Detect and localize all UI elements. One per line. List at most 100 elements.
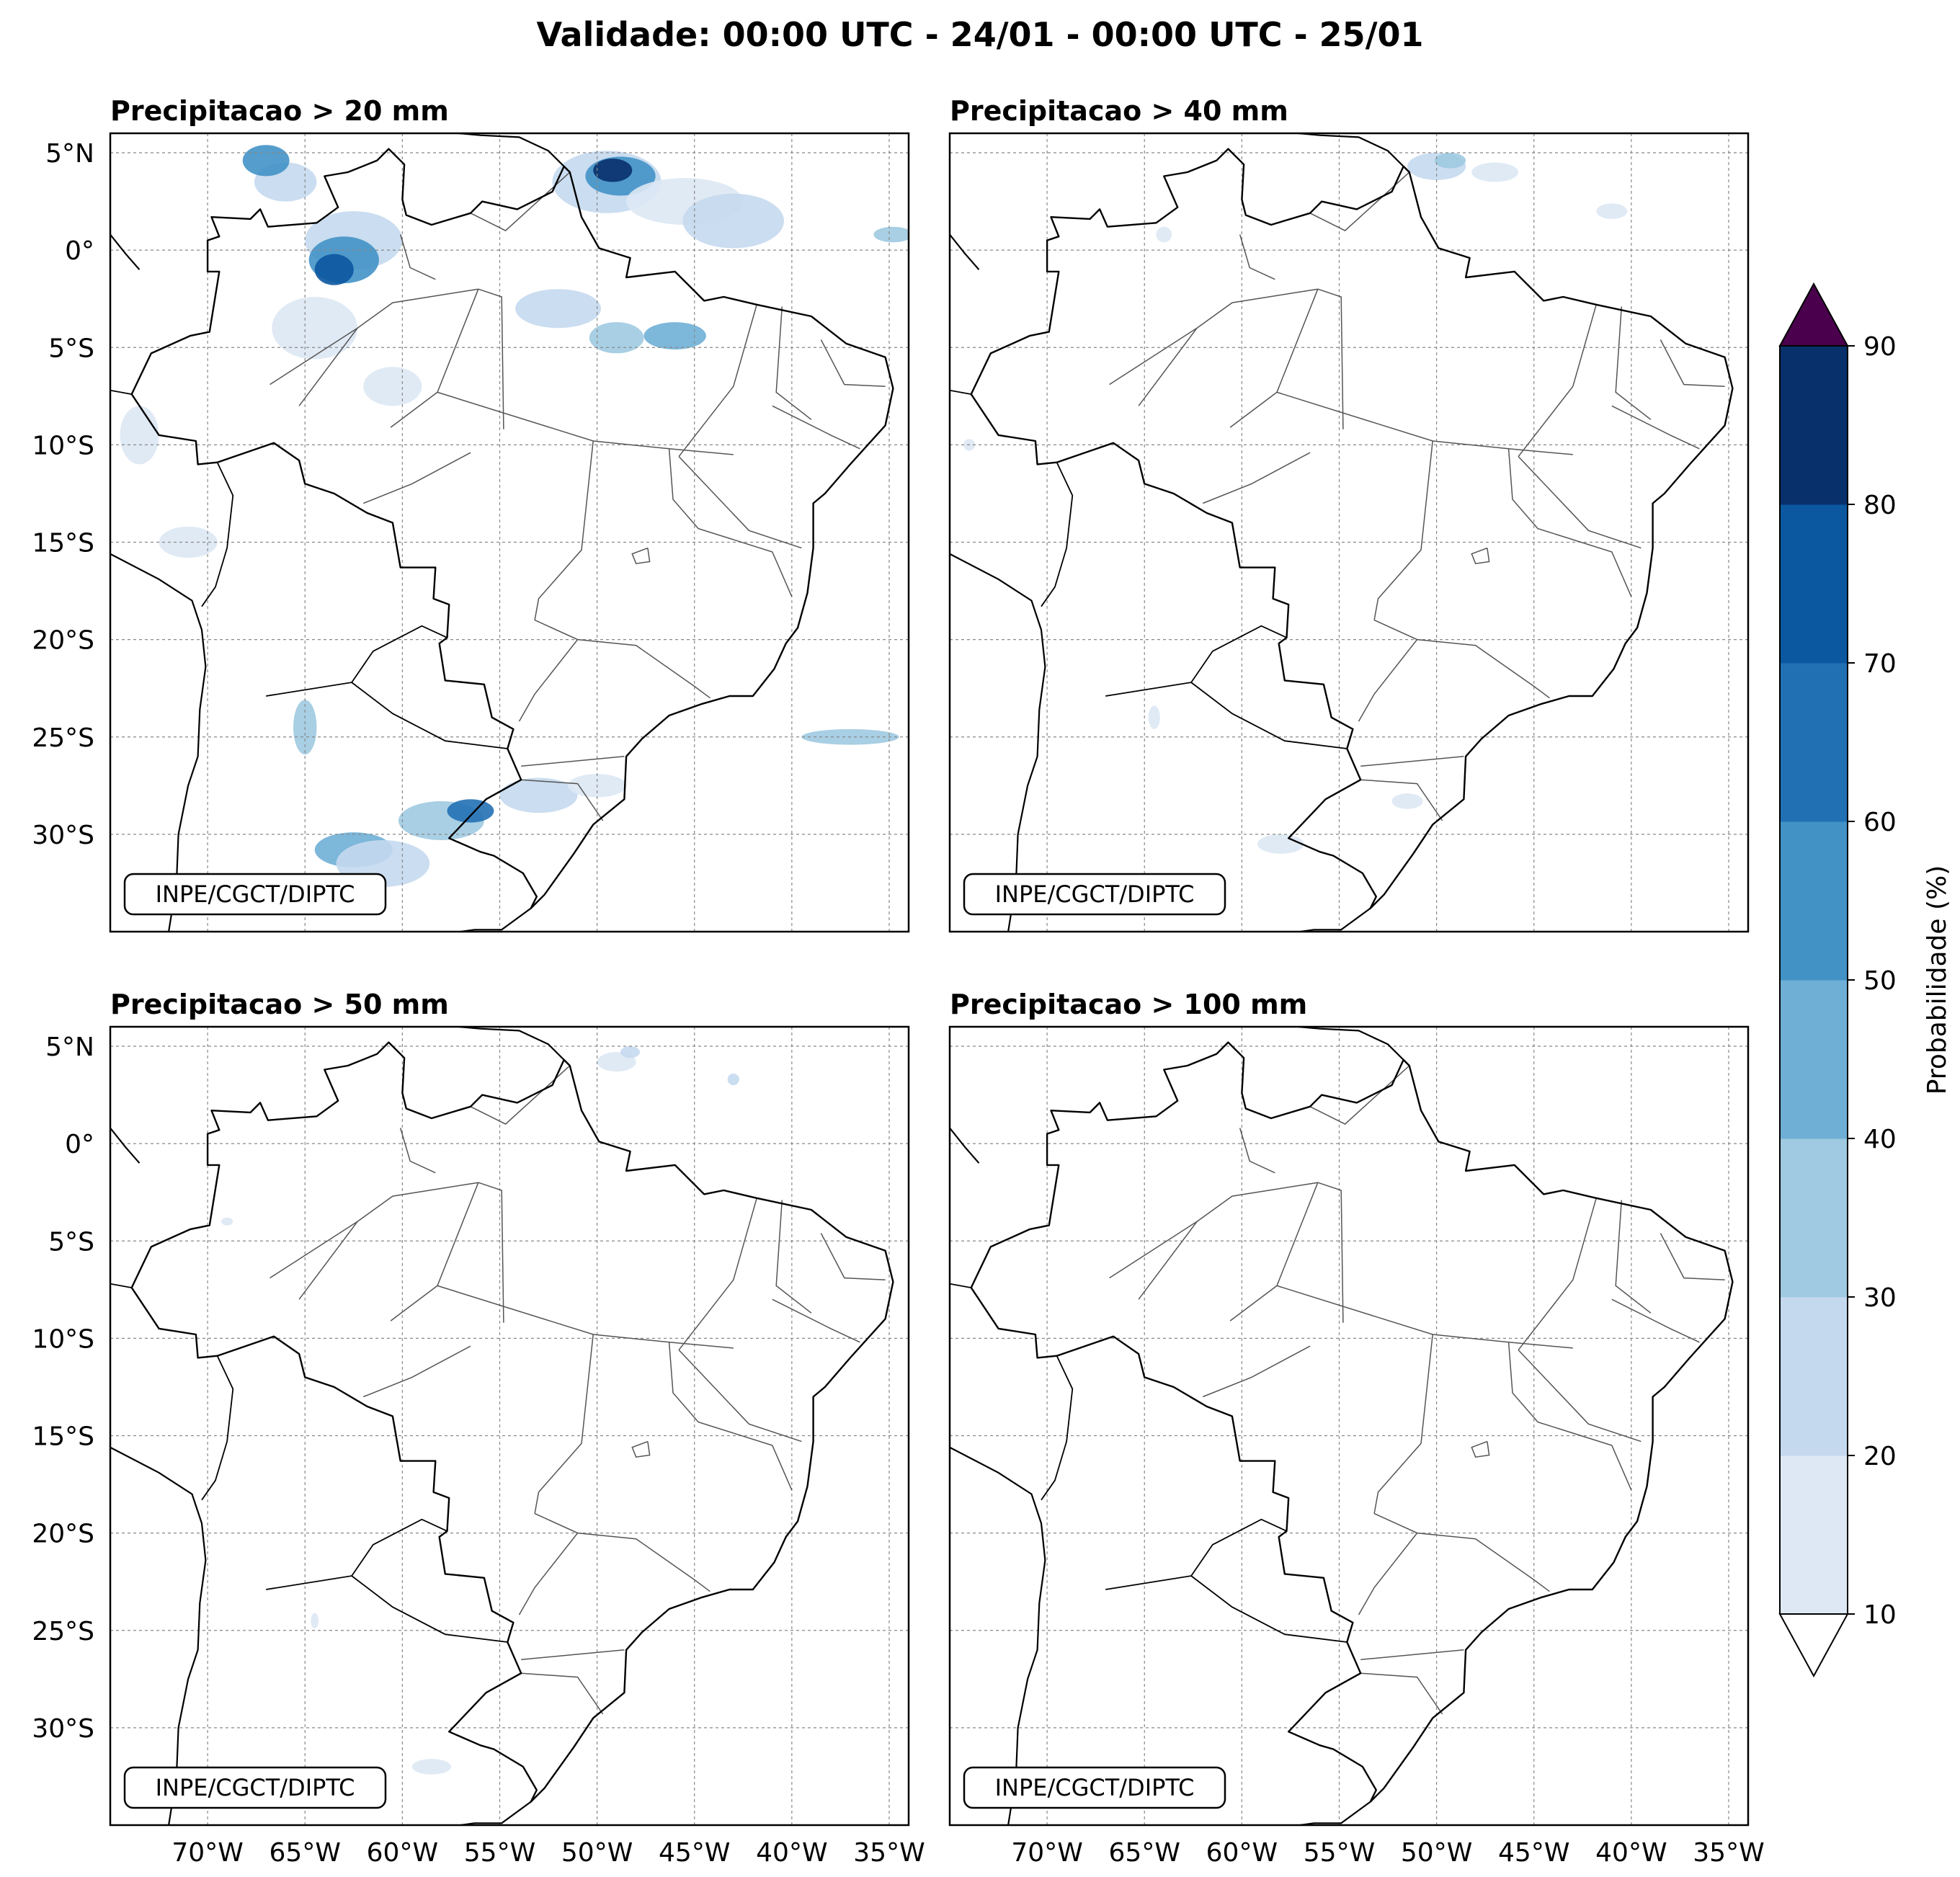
credit-box: INPE/CGCT/DIPTC — [963, 873, 1226, 916]
country-border — [110, 1283, 132, 1288]
gridlines — [110, 133, 909, 932]
map-panel-4: Precipitacao > 100 mm INPE/CGCT/DIPTC 70°W… — [948, 989, 1765, 1868]
colorbar-tick-label: 70 — [1863, 649, 1897, 679]
state-border — [470, 171, 571, 232]
probability-blob — [1391, 793, 1423, 809]
country-border — [351, 1575, 508, 1643]
panel-title: Precipitacao > 100 mm — [950, 989, 1307, 1020]
state-border — [1660, 339, 1725, 388]
country-border — [110, 389, 132, 395]
gridlines — [950, 1027, 1748, 1825]
country-border — [950, 389, 971, 395]
state-border — [1507, 448, 1632, 597]
lat-tick-label: 5°S — [48, 1227, 94, 1257]
lat-tick-label: 0° — [65, 236, 94, 266]
panel-title: Precipitacao > 20 mm — [110, 95, 449, 127]
lon-tick-label: 55°W — [464, 1838, 535, 1868]
probability-blob — [363, 367, 422, 406]
state-border — [1507, 1342, 1632, 1491]
state-border — [437, 1285, 734, 1349]
lat-tick-label: 15°S — [32, 1422, 94, 1452]
coastline — [950, 1446, 1046, 1825]
state-border — [1615, 306, 1652, 420]
state-border — [298, 327, 358, 406]
lon-tick-label: 60°W — [367, 1838, 438, 1868]
state-border — [1309, 1065, 1410, 1125]
credit-label: INPE/CGCT/DIPTC — [995, 880, 1195, 908]
state-border — [399, 1128, 436, 1174]
coastline — [950, 233, 980, 270]
credit-label: INPE/CGCT/DIPTC — [156, 1774, 355, 1801]
probability-field — [120, 145, 909, 887]
coastline — [1300, 907, 1371, 932]
probability-blob — [1471, 162, 1519, 182]
coastline — [1300, 1801, 1371, 1825]
state-border — [1611, 1298, 1700, 1343]
state-border — [772, 1298, 860, 1343]
state-border — [521, 1672, 604, 1715]
colorbar-tick-label: 40 — [1863, 1125, 1897, 1154]
state-border — [1360, 756, 1464, 767]
state-border — [678, 1198, 757, 1351]
probability-blob — [221, 1217, 233, 1226]
colorbar-segment — [1780, 821, 1848, 981]
colorbar-segment — [1780, 504, 1848, 664]
lat-tick-label: 30°S — [32, 1714, 94, 1744]
probability-blob — [1156, 226, 1172, 243]
country-border — [1041, 462, 1074, 607]
probability-blob — [120, 406, 159, 465]
state-border — [1360, 1672, 1443, 1715]
map-outlines — [950, 133, 1734, 932]
country-border — [1105, 625, 1287, 697]
map-panel-1: Precipitacao > 20 mm INPE/CGCT/DIPTC 5°N 0°… — [32, 95, 910, 933]
probability-blob — [272, 297, 358, 360]
state-border — [534, 1512, 710, 1592]
state-border — [668, 1342, 793, 1491]
state-border — [1518, 456, 1642, 549]
brazil-outline — [970, 1041, 1734, 1803]
probability-blob — [873, 226, 909, 243]
state-border — [478, 288, 504, 429]
coastline — [460, 907, 532, 932]
coastline — [1298, 133, 1410, 173]
probability-blob — [1257, 834, 1304, 854]
probability-blob — [593, 159, 633, 182]
colorbar-segment — [1780, 980, 1848, 1139]
lat-tick-label: 5°N — [45, 139, 94, 169]
state-border — [1138, 1221, 1198, 1300]
probability-blob — [515, 289, 602, 329]
gridlines — [110, 1027, 909, 1825]
state-border — [390, 288, 479, 428]
coastline — [460, 1801, 532, 1825]
map-outlines — [110, 133, 894, 932]
coastline — [458, 133, 571, 173]
state-border — [1373, 619, 1550, 699]
map-panel-2: Precipitacao > 40 mm INPE/CGCT/DIPTC — [948, 95, 1750, 933]
panel-title: Precipitacao > 40 mm — [950, 95, 1288, 127]
lon-tick-label: 55°W — [1304, 1838, 1375, 1868]
country-border — [201, 462, 234, 607]
state-border — [399, 234, 436, 280]
state-border — [1109, 1182, 1318, 1279]
state-border — [437, 391, 734, 455]
map-outlines — [950, 1027, 1734, 1825]
state-border — [521, 1649, 625, 1661]
country-border — [950, 1283, 971, 1288]
probability-blob — [411, 1759, 451, 1775]
state-border — [1471, 1440, 1490, 1458]
state-border — [470, 1065, 571, 1125]
state-border — [534, 619, 710, 699]
figure-title: Validade: 00:00 UTC - 24/01 - 00:00 UTC … — [536, 15, 1423, 54]
colorbar-tick-label: 10 — [1863, 1600, 1897, 1630]
state-border — [1203, 452, 1311, 504]
probability-blob — [1596, 203, 1628, 219]
lat-tick-label: 0° — [65, 1130, 94, 1159]
lon-tick-label: 70°W — [172, 1838, 243, 1868]
coastline — [950, 553, 1046, 932]
probability-blob — [620, 1046, 641, 1058]
country-border — [1190, 1575, 1348, 1643]
lon-tick-label: 40°W — [1595, 1838, 1667, 1868]
lon-tick-label: 45°W — [1498, 1838, 1569, 1868]
lon-tick-label: 65°W — [1109, 1838, 1180, 1868]
colorbar-over-arrow — [1778, 282, 1849, 347]
